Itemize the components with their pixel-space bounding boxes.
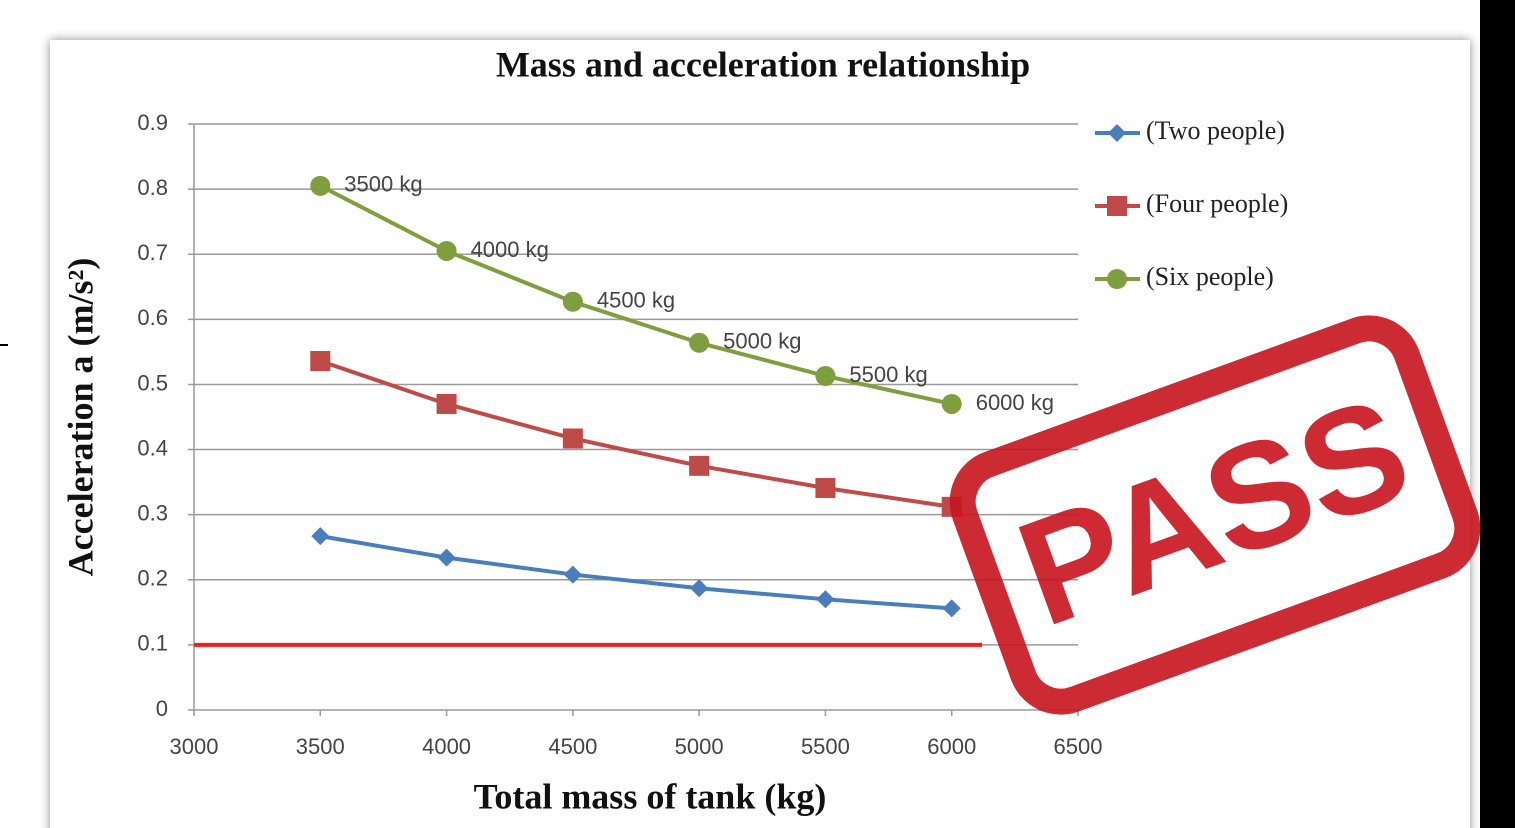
x-tick-label: 4500: [548, 734, 597, 759]
point-label: 5000 kg: [723, 329, 801, 354]
marker: [942, 394, 962, 414]
y-tick-label: 0.5: [137, 370, 168, 395]
marker: [815, 366, 835, 386]
marker: [310, 176, 330, 196]
legend-label: (Two people): [1146, 116, 1285, 145]
chart: Mass and acceleration relationship Total…: [0, 0, 1515, 828]
x-tick-label: 6000: [927, 734, 976, 759]
x-tick-label: 5000: [675, 734, 724, 759]
y-tick-label: 0.7: [137, 240, 168, 265]
marker: [815, 478, 835, 498]
point-label: 4500 kg: [597, 288, 675, 313]
y-axis-label: Acceleration a (m/s²): [60, 258, 100, 577]
marker: [1107, 196, 1127, 216]
page: {"chart_data": {"type": "line", "title":…: [0, 0, 1515, 828]
x-tick-label: 3500: [296, 734, 345, 759]
legend-label: (Four people): [1146, 189, 1288, 218]
y-tick-label: 0.6: [137, 305, 168, 330]
marker: [689, 333, 709, 353]
y-tick-label: 0.9: [137, 110, 168, 135]
marker: [689, 456, 709, 476]
frame-edge: [1480, 0, 1515, 828]
x-axis-label: Total mass of tank (kg): [474, 776, 827, 816]
chart-title: Mass and acceleration relationship: [496, 44, 1030, 84]
point-label: 3500 kg: [344, 172, 422, 197]
x-tick-label: 3000: [170, 734, 219, 759]
y-tick-label: 0.2: [137, 566, 168, 591]
x-tick-label: 4000: [422, 734, 471, 759]
x-tick-label: 6500: [1054, 734, 1103, 759]
point-label: 6000 kg: [976, 390, 1054, 415]
y-tick-label: 0.4: [137, 435, 168, 460]
marker: [437, 241, 457, 261]
point-label: 5500 kg: [849, 362, 927, 387]
point-label: 4000 kg: [471, 237, 549, 262]
y-tick-label: 0.3: [137, 500, 168, 525]
x-tick-label: 5500: [801, 734, 850, 759]
legend-label: (Six people): [1146, 262, 1274, 291]
y-tick-label: 0: [156, 696, 168, 721]
y-tick-label: 0.1: [137, 631, 168, 656]
marker: [1107, 269, 1127, 289]
y-tick-label: 0.8: [137, 175, 168, 200]
marker: [563, 428, 583, 448]
marker: [437, 394, 457, 414]
marker: [310, 351, 330, 371]
marker: [563, 292, 583, 312]
